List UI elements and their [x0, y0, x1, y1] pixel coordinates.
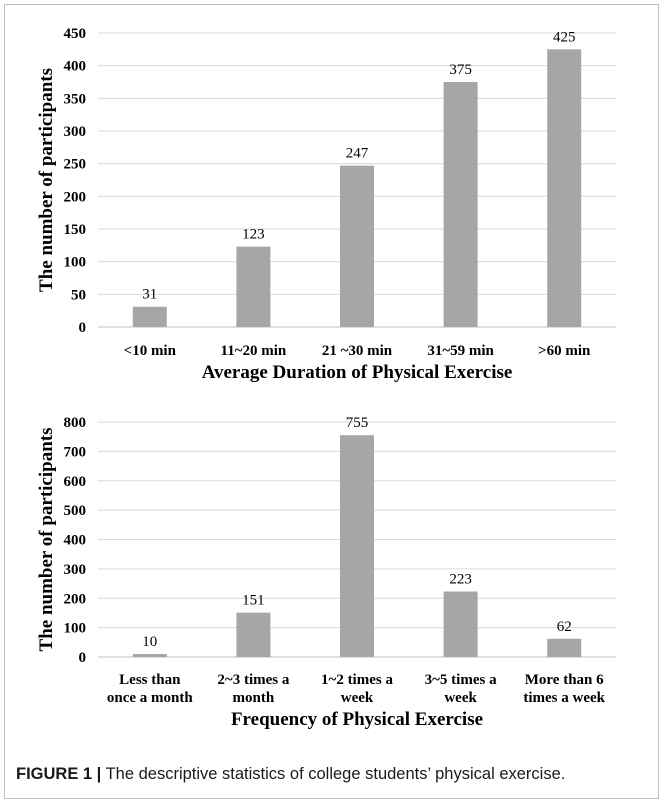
- category-label: <10 min: [124, 343, 177, 359]
- y-tick-label: 150: [64, 222, 87, 238]
- y-tick-label: 600: [64, 474, 87, 490]
- category-label: 21 ~30 min: [322, 343, 393, 359]
- data-label: 425: [553, 29, 576, 45]
- chart-2: 0 100 200 300 400 500 600 700 800 10 Less than once…: [36, 415, 616, 730]
- x-axis-title: Average Duration of Physical Exercise: [202, 362, 513, 383]
- data-label: 62: [557, 619, 572, 635]
- bar: [340, 165, 374, 327]
- y-tick-label: 100: [64, 255, 87, 271]
- y-tick-label: 450: [64, 26, 87, 42]
- y-tick-label: 500: [64, 503, 87, 519]
- bar: [132, 306, 167, 327]
- y-tick-label: 200: [64, 189, 87, 205]
- y-tick-label: 100: [64, 621, 87, 637]
- caption-label: FIGURE 1 |: [16, 765, 102, 783]
- chart-1: 0 50 100 150 200 250 300 350 400 450 31 <10 min 123 1…: [36, 26, 616, 383]
- y-tick-label: 300: [64, 562, 87, 578]
- data-label: 375: [449, 62, 472, 78]
- y-tick-label: 350: [64, 91, 87, 107]
- y-tick-label: 400: [64, 533, 87, 549]
- y-tick-label: 800: [64, 415, 87, 431]
- y-tick-label: 250: [64, 157, 87, 173]
- bar: [132, 654, 167, 657]
- y-tick-label: 0: [79, 650, 87, 666]
- figure-frame: [4, 4, 659, 799]
- category-label: 11~20 min: [221, 343, 287, 359]
- figure-caption: FIGURE 1 | The descriptive statistics of…: [16, 765, 656, 784]
- y-axis-title: The number of participants: [36, 428, 57, 652]
- bar: [340, 435, 374, 657]
- y-tick-label: 200: [64, 591, 87, 607]
- caption-text: The descriptive statistics of college st…: [101, 765, 566, 783]
- category-label: 31~59 min: [427, 343, 494, 359]
- bar: [547, 49, 582, 327]
- data-label: 223: [449, 571, 472, 587]
- y-tick-label: 300: [64, 124, 87, 140]
- category-label: More than 6 times a week: [523, 672, 605, 706]
- bar: [443, 591, 478, 657]
- bar: [547, 638, 582, 657]
- data-label: 31: [142, 287, 157, 303]
- data-label: 247: [346, 146, 369, 162]
- data-label: 10: [142, 634, 157, 650]
- category-label: Less than once a month: [107, 672, 193, 706]
- x-axis-title: Frequency of Physical Exercise: [231, 709, 483, 730]
- bar: [443, 82, 478, 327]
- bar: [236, 246, 271, 327]
- category-label: 3~5 times a week: [425, 672, 497, 706]
- data-label: 151: [242, 593, 265, 609]
- bar: [236, 612, 271, 657]
- category-label: >60 min: [538, 343, 591, 359]
- data-label: 755: [346, 415, 369, 431]
- category-label: 1~2 times a week: [321, 672, 393, 706]
- category-label: 2~3 times a month: [217, 672, 289, 706]
- data-label: 123: [242, 227, 265, 243]
- y-tick-label: 400: [64, 59, 87, 75]
- y-tick-label: 700: [64, 444, 87, 460]
- y-tick-label: 50: [71, 287, 86, 303]
- y-axis-title: The number of participants: [36, 68, 57, 292]
- y-tick-label: 0: [79, 320, 87, 336]
